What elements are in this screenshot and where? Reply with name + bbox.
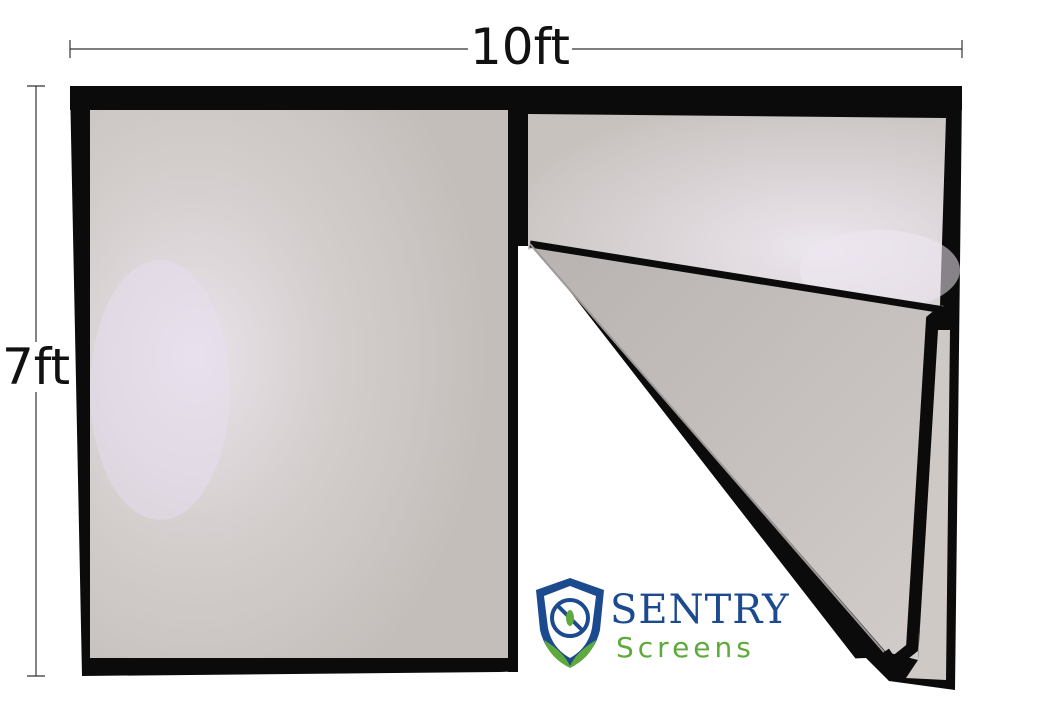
brand-name-line2: Screens	[616, 631, 755, 664]
folded-flap	[529, 240, 948, 673]
center-seam	[508, 96, 528, 246]
shield-logo-icon	[536, 578, 604, 668]
center-seam-lower	[508, 246, 518, 672]
right-side-strip	[906, 330, 950, 680]
top-border	[70, 86, 962, 110]
height-label: 7ft	[2, 338, 71, 396]
brand-name-line1: SENTRY	[610, 587, 790, 633]
width-label: 10ft	[468, 18, 572, 76]
light-glare	[90, 260, 230, 520]
no-mosquito-icon	[550, 598, 590, 638]
door-opening	[516, 112, 866, 672]
brand-logo: SENTRY Screens	[532, 576, 822, 666]
